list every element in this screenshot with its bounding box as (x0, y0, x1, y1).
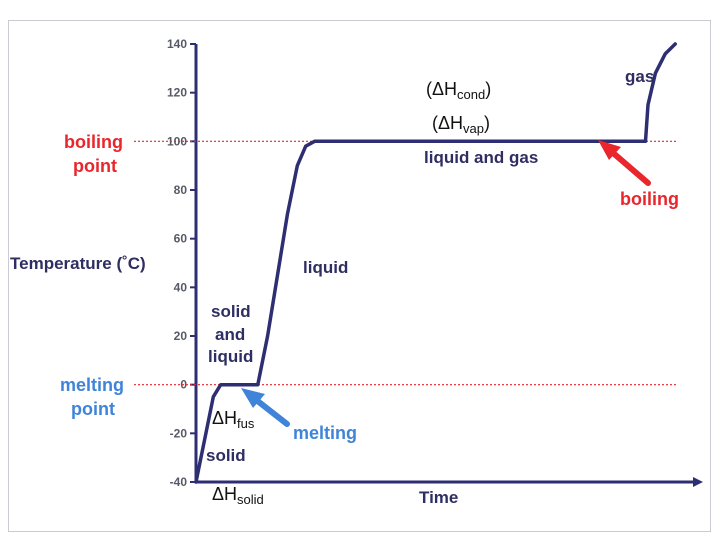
y-tick-label: 80 (174, 183, 188, 197)
region-label-liquid: liquid (303, 258, 348, 277)
y-tick-label: 60 (174, 232, 188, 246)
y-tick-label: 140 (167, 37, 187, 51)
region-label-solid-and-liquid-line3: liquid (208, 347, 253, 366)
region-label-solid: solid (206, 446, 246, 465)
melting-annotation: melting (293, 423, 357, 443)
h-cond-annotation: (ΔHcond) (426, 79, 491, 102)
boiling-annotation: boiling (620, 189, 679, 209)
y-tick-label: -20 (170, 426, 188, 440)
region-label-solid-and-liquid-line1: solid (211, 302, 251, 321)
h-solid-annotation: ΔHsolid (212, 484, 264, 507)
y-tick-label: 120 (167, 86, 187, 100)
region-label-solid-and-liquid-line2: and (215, 325, 245, 344)
x-axis-label: Time (419, 488, 458, 507)
y-tick-label: 20 (174, 329, 188, 343)
h-vap-annotation: (ΔHvap) (432, 113, 490, 136)
melting-point-label-line2: point (71, 399, 115, 419)
region-label-gas: gas (625, 67, 654, 86)
y-axis-label: Temperature (˚C) (10, 254, 146, 273)
boiling-point-label-line1: boiling (64, 132, 123, 152)
melting-arrow (241, 388, 290, 427)
h-fus-annotation: ΔHfus (212, 408, 255, 431)
chart-frame (8, 20, 711, 532)
boiling-point-label-line2: point (73, 156, 117, 176)
y-tick-label: 100 (167, 134, 187, 148)
y-tick-label: 40 (174, 280, 188, 294)
boiling-arrow (598, 140, 651, 186)
region-label-liquid-and-gas: liquid and gas (424, 148, 538, 167)
melting-point-label-line1: melting (60, 375, 124, 395)
y-tick-label: -40 (170, 475, 188, 489)
heating-curve-line (194, 42, 677, 484)
